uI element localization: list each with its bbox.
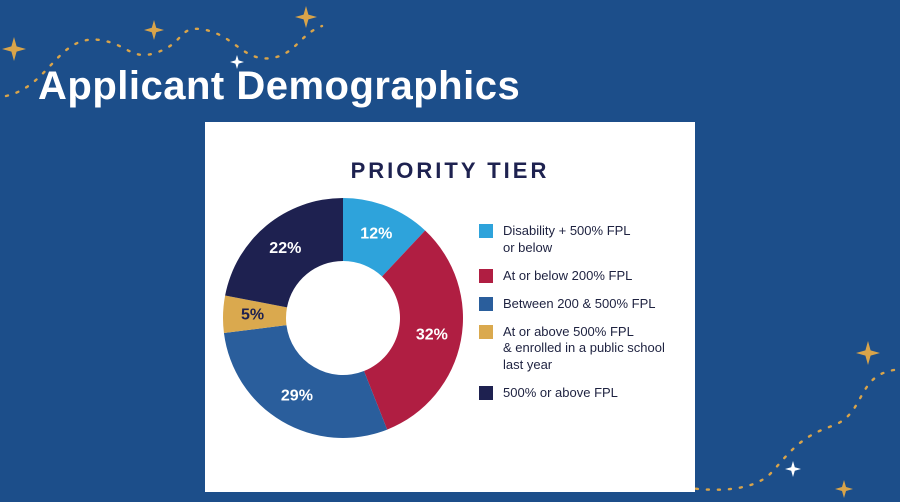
donut-slice [343,198,426,277]
legend-label: At or above 500% FPL & enrolled in a pub… [503,323,665,373]
slice-label: 12% [360,225,392,242]
chart-panel: PRIORITY TIER 12% 32% 29% 5% 22% Disability … [205,122,695,492]
star-icon [835,480,853,498]
legend: Disability + 500% FPL or below At or belo… [479,223,691,413]
legend-swatch [479,324,493,339]
donut-slice [223,325,388,438]
legend-swatch [479,223,493,238]
dashed-line [688,368,896,491]
star-icon [856,341,880,365]
slice-label: 32% [416,326,448,343]
chart-title: PRIORITY TIER [350,158,550,183]
star-icon [2,37,26,61]
legend-item: Between 200 & 500% FPL [479,296,691,313]
slice-label: 5% [241,307,264,324]
star-icon [144,20,164,40]
legend-item: At or above 500% FPL & enrolled in a pub… [479,324,691,375]
legend-item: Disability + 500% FPL or below [479,223,691,257]
slide-title: Applicant Demographics [38,64,521,108]
donut-slice [225,198,343,308]
donut-chart: 12% 32% 29% 5% 22% [223,198,464,438]
legend-label: Between 200 & 500% FPL [503,295,656,311]
legend-item: At or below 200% FPL [479,268,691,285]
donut-chart-wrap: 12% 32% 29% 5% 22% [217,192,469,444]
sparkle-decoration-bottom-right [688,341,896,498]
legend-swatch [479,268,493,283]
legend-item: 500% or above FPL [479,385,691,402]
star-icon [295,6,317,28]
chart-content: 12% 32% 29% 5% 22% Disability + 500% FPL or … [205,184,695,444]
legend-label: At or below 200% FPL [503,267,633,283]
star-icon [785,461,801,477]
donut-slice [223,295,288,334]
legend-swatch [479,296,493,311]
slice-label: 22% [269,240,301,257]
legend-swatch [479,386,493,401]
slice-label: 29% [281,387,313,404]
legend-label: 500% or above FPL [503,385,618,401]
legend-label: Disability + 500% FPL or below [503,222,631,255]
donut-slice [363,230,464,430]
